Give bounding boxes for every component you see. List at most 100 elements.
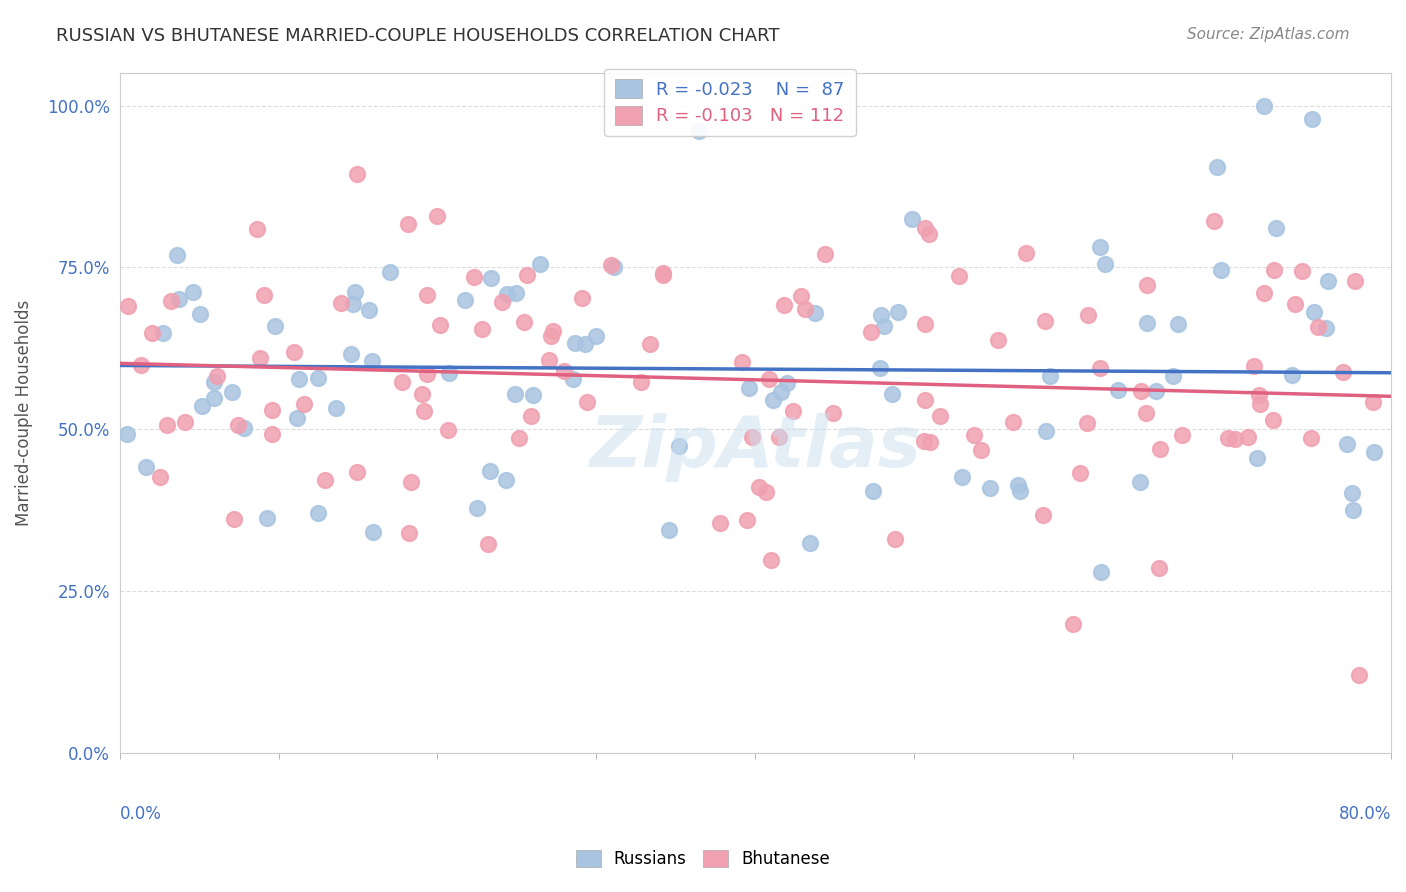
- Point: [1308, 320, 1330, 334]
- Point: [880, 386, 903, 401]
- Text: Source: ZipAtlas.com: Source: ZipAtlas.com: [1187, 27, 1350, 42]
- Point: [600, 258, 623, 272]
- Point: [346, 167, 368, 181]
- Point: [773, 298, 796, 312]
- Point: [1088, 361, 1111, 376]
- Point: [224, 511, 246, 525]
- Point: [263, 318, 285, 333]
- Point: [191, 400, 214, 414]
- Point: [869, 308, 891, 322]
- Point: [202, 392, 225, 406]
- Point: [453, 293, 475, 307]
- Point: [1090, 566, 1112, 580]
- Point: [519, 409, 541, 423]
- Point: [1161, 369, 1184, 384]
- Point: [1015, 245, 1038, 260]
- Point: [688, 124, 710, 138]
- Point: [948, 268, 970, 283]
- Point: [1223, 433, 1246, 447]
- Point: [1149, 442, 1171, 456]
- Point: [1317, 275, 1340, 289]
- Point: [912, 434, 935, 448]
- Point: [914, 393, 936, 408]
- Point: [1039, 369, 1062, 384]
- Point: [396, 217, 419, 231]
- Y-axis label: Married-couple Households: Married-couple Households: [15, 300, 32, 526]
- Point: [357, 303, 380, 318]
- Point: [585, 329, 607, 343]
- Point: [1344, 274, 1367, 288]
- Point: [540, 329, 562, 343]
- Point: [1331, 365, 1354, 379]
- Point: [330, 296, 353, 310]
- Point: [1284, 297, 1306, 311]
- Point: [1301, 112, 1323, 126]
- Point: [260, 426, 283, 441]
- Point: [491, 295, 513, 310]
- Point: [576, 394, 599, 409]
- Point: [129, 359, 152, 373]
- Point: [1077, 308, 1099, 322]
- Point: [963, 428, 986, 442]
- Point: [1341, 502, 1364, 516]
- Point: [190, 307, 212, 321]
- Point: [260, 402, 283, 417]
- Point: [307, 506, 329, 520]
- Point: [496, 287, 519, 301]
- Point: [574, 337, 596, 351]
- Point: [1136, 277, 1159, 292]
- Point: [1032, 508, 1054, 522]
- Point: [1263, 413, 1285, 427]
- Point: [928, 409, 950, 423]
- Point: [1236, 430, 1258, 444]
- Point: [1035, 424, 1057, 438]
- Point: [183, 285, 205, 300]
- Point: [1246, 450, 1268, 465]
- Point: [1247, 388, 1270, 402]
- Point: [1094, 257, 1116, 271]
- Point: [814, 247, 837, 261]
- Point: [246, 222, 269, 236]
- Point: [117, 300, 139, 314]
- Point: [1243, 359, 1265, 373]
- Point: [1303, 304, 1326, 318]
- Point: [1002, 415, 1025, 429]
- Point: [564, 335, 586, 350]
- Point: [1147, 561, 1170, 575]
- Point: [167, 293, 190, 307]
- Point: [285, 411, 308, 425]
- Text: 80.0%: 80.0%: [1339, 805, 1391, 823]
- Text: 0.0%: 0.0%: [120, 805, 162, 823]
- Point: [307, 371, 329, 385]
- Point: [1144, 384, 1167, 398]
- Point: [522, 388, 544, 402]
- Point: [1362, 445, 1385, 459]
- Point: [562, 372, 585, 386]
- Point: [776, 376, 799, 390]
- Point: [152, 326, 174, 340]
- Point: [758, 371, 780, 385]
- Point: [1008, 483, 1031, 498]
- Point: [1202, 213, 1225, 227]
- Point: [115, 427, 138, 442]
- Point: [769, 385, 792, 400]
- Point: [463, 270, 485, 285]
- Point: [1361, 395, 1384, 409]
- Point: [477, 536, 499, 550]
- Point: [342, 297, 364, 311]
- Point: [768, 430, 790, 444]
- Point: [221, 385, 243, 400]
- Point: [741, 430, 763, 444]
- Point: [1069, 466, 1091, 480]
- Point: [883, 532, 905, 546]
- Point: [603, 260, 626, 274]
- Point: [413, 403, 436, 417]
- Point: [411, 386, 433, 401]
- Point: [339, 347, 361, 361]
- Point: [1281, 368, 1303, 382]
- Point: [437, 366, 460, 380]
- Point: [135, 460, 157, 475]
- Point: [416, 367, 439, 381]
- Point: [478, 464, 501, 478]
- Point: [873, 319, 896, 334]
